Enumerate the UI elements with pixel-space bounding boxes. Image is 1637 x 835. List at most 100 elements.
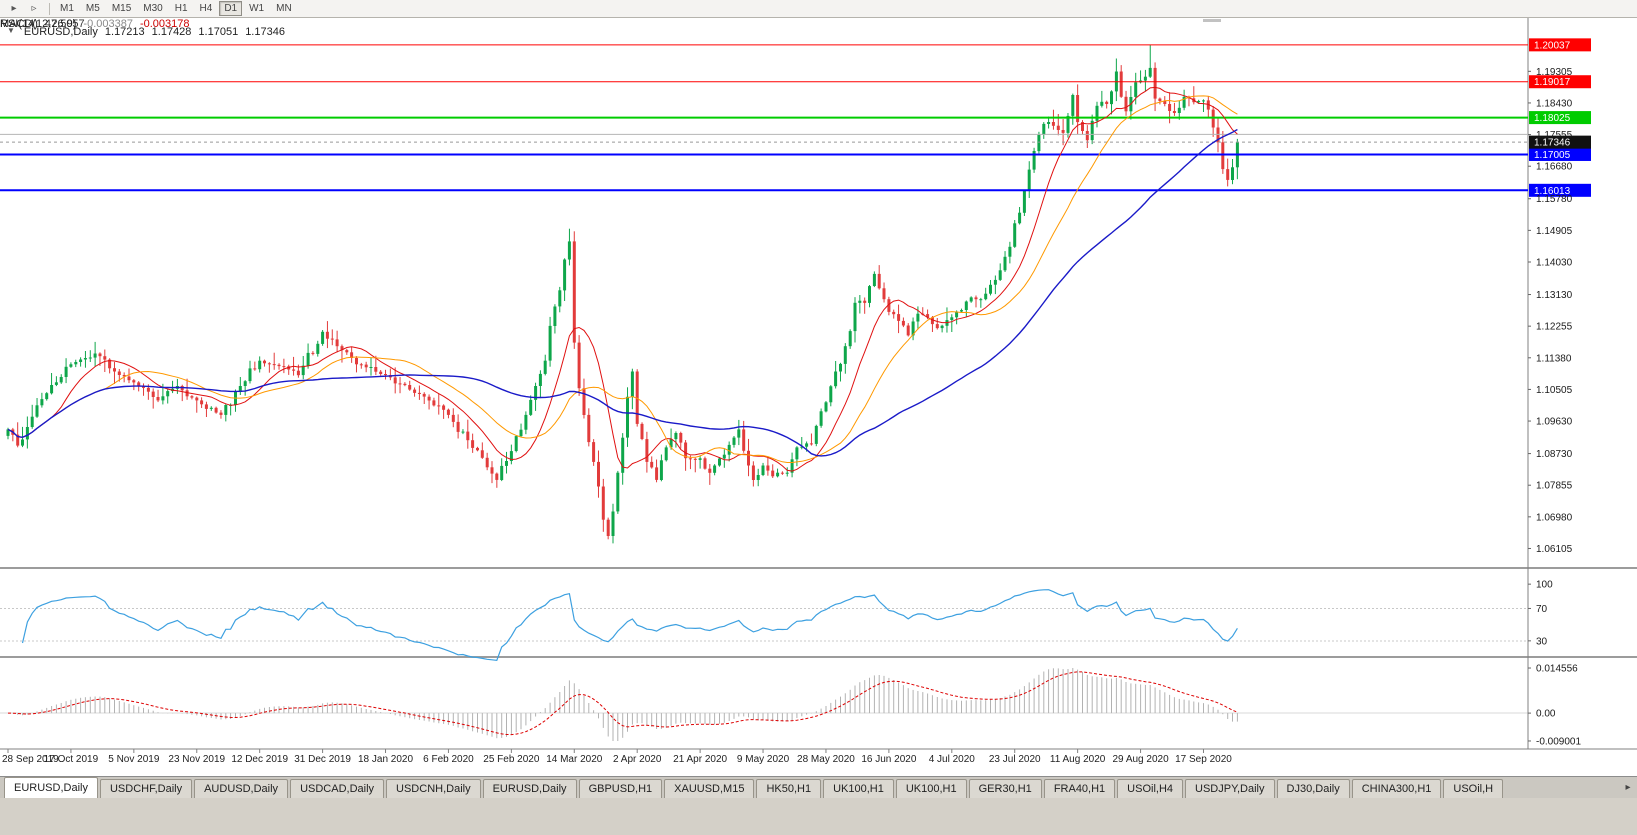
- date-axis-label: 2 Apr 2020: [613, 754, 662, 765]
- chart-tab-usoil-h4[interactable]: USOil,H4: [1117, 779, 1184, 798]
- status-bar: [0, 798, 1637, 835]
- price-axis-tick: 1.14905: [1536, 226, 1573, 237]
- chart-tab-usoil-h[interactable]: USOil,H: [1443, 779, 1504, 798]
- date-axis-label: 16 Jun 2020: [861, 754, 916, 765]
- price-axis-tick: 1.07855: [1536, 481, 1573, 492]
- chart-tab-ger30-h1[interactable]: GER30,H1: [968, 779, 1042, 798]
- rsi-axis-tick: 30: [1536, 636, 1548, 647]
- chart-tab-uk100-h1[interactable]: UK100,H1: [823, 779, 894, 798]
- date-axis-label: 23 Nov 2019: [168, 754, 225, 765]
- toolbar-icon-group: ▸ ▹: [4, 1, 44, 17]
- timeframe-button-w1[interactable]: W1: [249, 3, 265, 14]
- date-axis-label: 5 Nov 2019: [108, 754, 160, 765]
- price-level-label: 1.20037: [1529, 38, 1591, 52]
- timeframe-button-m15[interactable]: M15: [111, 3, 132, 14]
- date-axis-label: 17 Sep 2020: [1175, 754, 1232, 765]
- candlestick-series: [6, 45, 1239, 544]
- timeframe-button-d1[interactable]: D1: [219, 1, 243, 16]
- price-axis-tick: 1.12255: [1536, 322, 1573, 333]
- date-axis-label: 9 May 2020: [737, 754, 790, 765]
- price-level-label: 1.17005: [1529, 147, 1591, 161]
- price-axis-tick: 1.16680: [1536, 162, 1573, 173]
- auto-scroll-icon[interactable]: ▸: [11, 2, 17, 14]
- svg-text:1.17005: 1.17005: [1534, 150, 1571, 161]
- chart-tab-hk50-h1[interactable]: HK50,H1: [756, 779, 822, 798]
- price-axis-tick: 1.10505: [1536, 385, 1573, 396]
- price-chart-canvas[interactable]: 1.20037 1.19017 1.18025 1.17005 1.16013 1.173…: [0, 18, 1637, 776]
- chart-tab-list: EURUSD,Daily USDCHF,Daily AUDUSD,Daily USDC…: [0, 777, 1619, 798]
- chart-scroll-indicator[interactable]: [1203, 19, 1221, 22]
- date-axis-label: 23 Jul 2020: [989, 754, 1041, 765]
- chart-tab-eurusd-daily[interactable]: EURUSD,Daily: [482, 779, 577, 798]
- price-axis-tick: 1.13130: [1536, 290, 1573, 301]
- ma-10-line: [7, 86, 1238, 472]
- date-axis-label: 14 Mar 2020: [546, 754, 603, 765]
- date-axis-label: 25 Feb 2020: [483, 754, 540, 765]
- chart-tab-xauusd-m15[interactable]: XAUUSD,M15: [664, 779, 755, 798]
- timeframe-button-m1[interactable]: M1: [60, 3, 74, 14]
- date-axis-label: 29 Aug 2020: [1112, 754, 1169, 765]
- svg-text:1.17346: 1.17346: [1534, 138, 1571, 149]
- chart-tab-gbpusd-h1[interactable]: GBPUSD,H1: [578, 779, 663, 798]
- rsi-axis-tick: 100: [1536, 580, 1553, 591]
- collapse-chart-icon[interactable]: ▼: [7, 26, 15, 35]
- price-axis-tick: 1.14030: [1536, 257, 1573, 268]
- toolbar-separator: [49, 2, 50, 15]
- svg-text:1.20037: 1.20037: [1534, 40, 1571, 51]
- timeframe-button-h1[interactable]: H1: [174, 3, 188, 14]
- tabs-scroll-right-button[interactable]: ▸: [1625, 782, 1631, 793]
- date-axis-label: 18 Jan 2020: [358, 754, 413, 765]
- current-price-label: 1.17346: [1529, 135, 1591, 149]
- macd-axis-tick: 0.00: [1536, 709, 1556, 720]
- date-axis-label: 12 Dec 2019: [231, 754, 288, 765]
- date-axis-label: 4 Jul 2020: [929, 754, 976, 765]
- chart-tab-bar: EURUSD,Daily USDCHF,Daily AUDUSD,Daily USDC…: [0, 776, 1637, 798]
- timeframe-button-h4[interactable]: H4: [199, 3, 213, 14]
- date-axis-label: 28 Sep 2019: [2, 754, 59, 765]
- price-axis-tick: 1.06105: [1536, 544, 1573, 555]
- date-axis-label: 31 Dec 2019: [294, 754, 351, 765]
- chart-tab-usdcnh-daily[interactable]: USDCNH,Daily: [386, 779, 481, 798]
- price-axis-tick: 1.17555: [1536, 130, 1573, 141]
- price-level-label: 1.19017: [1529, 75, 1591, 89]
- date-axis-label: 28 May 2020: [797, 754, 855, 765]
- timeframe-button-m5[interactable]: M5: [85, 3, 100, 14]
- timeframe-toolbar: ▸ ▹ M1 M5 M15 M30 H1 H4 D1 W1 MN: [0, 0, 1637, 18]
- chart-tab-china300-h1[interactable]: CHINA300,H1: [1351, 779, 1442, 798]
- chart-tab-usdcad-daily[interactable]: USDCAD,Daily: [290, 779, 385, 798]
- pane-splitter[interactable]: [0, 656, 1637, 658]
- ma-50-line: [7, 128, 1238, 457]
- chart-tab-usdjpy-daily[interactable]: USDJPY,Daily: [1185, 779, 1275, 798]
- chart-window[interactable]: 1.20037 1.19017 1.18025 1.17005 1.16013 1.173…: [0, 18, 1637, 776]
- price-axis-tick: 1.09630: [1536, 417, 1573, 428]
- macd-axis-tick: 0.014556: [1536, 664, 1578, 675]
- timeframe-button-group: M1 M5 M15 M30 H1 H4 D1 W1 MN: [55, 1, 297, 16]
- date-axis-label: 21 Apr 2020: [673, 754, 727, 765]
- chart-tab-uk100-h1[interactable]: UK100,H1: [895, 779, 967, 798]
- pane-splitter[interactable]: [0, 567, 1637, 569]
- svg-text:1.16013: 1.16013: [1534, 186, 1571, 197]
- price-axis-tick: 1.06980: [1536, 512, 1573, 523]
- price-axis-tick: 1.18430: [1536, 98, 1573, 109]
- chart-tab-fra40-h1[interactable]: FRA40,H1: [1043, 779, 1116, 798]
- rsi-axis-tick: 70: [1536, 604, 1548, 615]
- svg-text:1.19017: 1.19017: [1534, 77, 1571, 88]
- price-level-label: 1.18025: [1529, 111, 1591, 125]
- date-axis-label: 11 Aug 2020: [1050, 754, 1106, 765]
- price-level-label: 1.16013: [1529, 183, 1591, 197]
- timeframe-button-mn[interactable]: MN: [276, 3, 292, 14]
- ma-21-line: [7, 95, 1238, 463]
- macd-signal-line: [7, 671, 1238, 736]
- macd-axis-tick: -0.009001: [1536, 736, 1581, 747]
- date-axis-label: 6 Feb 2020: [423, 754, 474, 765]
- timeframe-button-m30[interactable]: M30: [143, 3, 163, 14]
- date-axis-label: 17 Oct 2019: [44, 754, 99, 765]
- rsi-line: [21, 589, 1238, 661]
- price-axis-tick: 1.08730: [1536, 449, 1573, 460]
- svg-text:1.18025: 1.18025: [1534, 113, 1571, 124]
- chart-tab-eurusd-daily[interactable]: EURUSD,Daily: [4, 777, 98, 798]
- chart-shift-icon[interactable]: ▹: [31, 2, 37, 14]
- chart-tab-audusd-daily[interactable]: AUDUSD,Daily: [194, 779, 289, 798]
- chart-tab-dj30-daily[interactable]: DJ30,Daily: [1276, 779, 1350, 798]
- chart-tab-usdchf-daily[interactable]: USDCHF,Daily: [99, 779, 193, 798]
